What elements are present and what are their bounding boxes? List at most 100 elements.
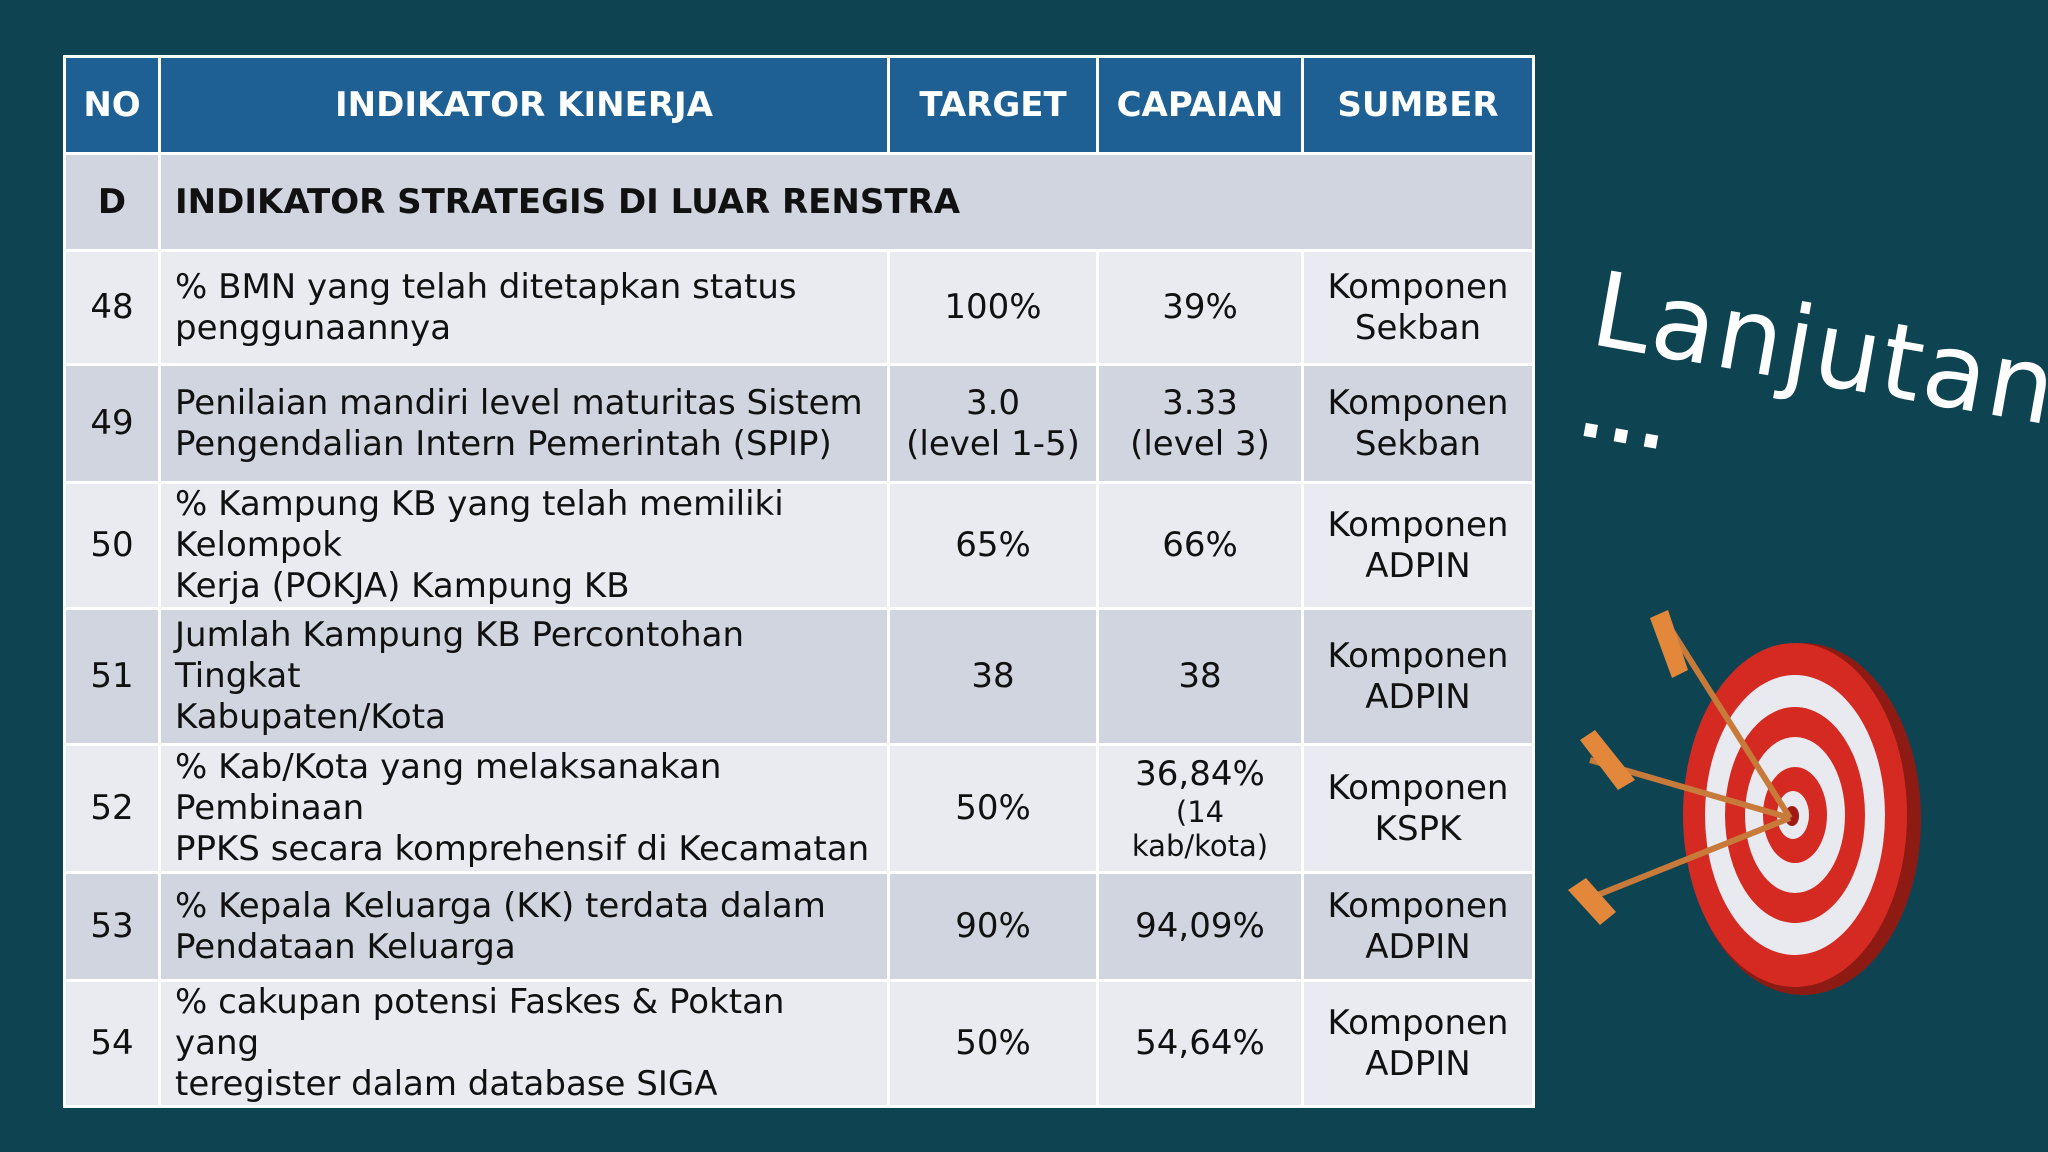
cell-capaian-line: 54,64% <box>1135 1023 1265 1063</box>
cell-indikator-line: Pendataan Keluarga <box>175 926 516 967</box>
cell-sumber: Komponen Sekban <box>1301 249 1535 366</box>
target-with-arrows-icon <box>1568 610 1921 995</box>
cell-indikator: % cakupan potensi Faskes & Poktan yang te… <box>158 979 890 1108</box>
cell-indikator-line: % BMN yang telah ditetapkan status <box>175 266 797 307</box>
target-board <box>1683 643 1921 995</box>
cell-indikator: Penilaian mandiri level maturitas Sistem… <box>158 363 890 484</box>
cell-sumber-line: Komponen <box>1327 382 1509 423</box>
cell-target-line: 3.0 <box>965 382 1021 423</box>
cell-indikator: % Kepala Keluarga (KK) terdata dalam Pend… <box>158 871 890 982</box>
cell-sumber-line: ADPIN <box>1365 926 1471 967</box>
cell-no: 49 <box>63 363 161 484</box>
cell-no: 51 <box>63 607 161 746</box>
cell-sumber: Komponen ADPIN <box>1301 871 1535 982</box>
cell-sumber-line: Komponen <box>1327 504 1509 545</box>
cell-target-line: 38 <box>971 656 1015 696</box>
header-capaian: CAPAIAN <box>1096 55 1304 155</box>
cell-sumber: Komponen ADPIN <box>1301 607 1535 746</box>
arrow-middle-fletching <box>1580 730 1635 790</box>
cell-sumber-line: Sekban <box>1354 423 1482 464</box>
cell-capaian: 3.33 (level 3) <box>1096 363 1304 484</box>
cell-indikator: % Kab/Kota yang melaksanakan Pembinaan PP… <box>158 743 890 874</box>
cell-capaian-line: (14 <box>1175 795 1225 829</box>
cell-target: 50% <box>887 979 1099 1108</box>
cell-no: 54 <box>63 979 161 1108</box>
arrow-bottom-fletching <box>1568 878 1616 925</box>
table-row: 48% BMN yang telah ditetapkan status peng… <box>63 249 1535 366</box>
cell-indikator: % Kampung KB yang telah memiliki Kelompo… <box>158 481 890 610</box>
section-title: INDIKATOR STRATEGIS DI LUAR RENSTRA <box>158 152 1535 252</box>
cell-indikator-line: PPKS secara komprehensif di Kecamatan <box>175 829 870 869</box>
cell-capaian: 39% <box>1096 249 1304 366</box>
header-indikator: INDIKATOR KINERJA <box>158 55 890 155</box>
header-sumber: SUMBER <box>1301 55 1535 155</box>
cell-sumber-line: Sekban <box>1354 307 1482 348</box>
indicator-table: NO INDIKATOR KINERJA TARGET CAPAIAN SUMB… <box>63 55 1535 1108</box>
cell-sumber-line: Komponen <box>1327 767 1509 808</box>
cell-target-line: (level 1-5) <box>906 423 1080 464</box>
cell-capaian-line: 3.33 <box>1162 382 1238 423</box>
cell-indikator: % BMN yang telah ditetapkan status penggu… <box>158 249 890 366</box>
cell-indikator-line: % Kepala Keluarga (KK) terdata dalam <box>175 885 826 926</box>
arrow-top <box>1662 618 1793 820</box>
cell-capaian-line: 39% <box>1162 287 1238 327</box>
cell-indikator-line: Pengendalian Intern Pemerintah (SPIP) <box>175 423 832 464</box>
section-no: D <box>63 152 161 252</box>
cell-capaian: 36,84% (14 kab/kota) <box>1096 743 1304 874</box>
cell-target-line: 50% <box>955 788 1031 828</box>
cell-target: 38 <box>887 607 1099 746</box>
cell-indikator-line: Jumlah Kampung KB Percontohan Tingkat <box>175 615 745 696</box>
cell-target-line: 65% <box>955 525 1031 565</box>
cell-sumber-line: ADPIN <box>1365 676 1471 717</box>
cell-capaian: 94,09% <box>1096 871 1304 982</box>
arrow-top-fletching <box>1650 610 1688 678</box>
cell-no: 48 <box>63 249 161 366</box>
cell-capaian-line: 38 <box>1178 656 1222 696</box>
cell-sumber: Komponen ADPIN <box>1301 979 1535 1108</box>
cell-sumber-line: Komponen <box>1327 635 1509 676</box>
table-row: 50% Kampung KB yang telah memiliki Kelom… <box>63 481 1535 610</box>
cell-target: 50% <box>887 743 1099 874</box>
cell-capaian: 54,64% <box>1096 979 1304 1108</box>
cell-indikator-line: % Kampung KB yang telah memiliki Kelompo… <box>175 484 784 566</box>
cell-capaian-line: 94,09% <box>1135 906 1265 946</box>
cell-no: 50 <box>63 481 161 610</box>
table-header-row: NO INDIKATOR KINERJA TARGET CAPAIAN SUMB… <box>63 55 1535 155</box>
cell-sumber: Komponen KSPK <box>1301 743 1535 874</box>
table-row: 51 Jumlah Kampung KB Percontohan Tingkat K… <box>63 607 1535 746</box>
cell-sumber: Komponen Sekban <box>1301 363 1535 484</box>
cell-sumber-line: ADPIN <box>1365 545 1471 586</box>
section-row: D INDIKATOR STRATEGIS DI LUAR RENSTRA <box>63 152 1535 252</box>
cell-target: 100% <box>887 249 1099 366</box>
cell-sumber-line: Komponen <box>1327 885 1509 926</box>
cell-no: 52 <box>63 743 161 874</box>
header-no: NO <box>63 55 161 155</box>
cell-sumber-line: Komponen <box>1327 266 1509 307</box>
cell-target-line: 90% <box>955 906 1031 946</box>
cell-indikator-line: teregister dalam database SIGA <box>175 1064 718 1104</box>
cell-indikator-line: penggunaannya <box>175 307 452 348</box>
table-row: 49 Penilaian mandiri level maturitas Sist… <box>63 363 1535 484</box>
cell-target-line: 50% <box>955 1023 1031 1063</box>
cell-sumber-line: KSPK <box>1374 808 1462 849</box>
table-row: 54% cakupan potensi Faskes & Poktan yang… <box>63 979 1535 1108</box>
arrow-bottom <box>1583 815 1792 903</box>
cell-target-line: 100% <box>944 287 1042 327</box>
cell-indikator: Jumlah Kampung KB Percontohan Tingkat Kab… <box>158 607 890 746</box>
cell-target: 65% <box>887 481 1099 610</box>
cell-sumber-line: Komponen <box>1327 1002 1509 1043</box>
lanjutan-ellipsis: ... <box>1573 370 1679 468</box>
cell-capaian-line: 66% <box>1162 525 1238 565</box>
cell-indikator-line: Kabupaten/Kota <box>175 697 446 737</box>
cell-indikator-line: % cakupan potensi Faskes & Poktan yang <box>175 982 785 1064</box>
table-row: 53% Kepala Keluarga (KK) terdata dalam Pe… <box>63 871 1535 982</box>
cell-indikator-line: % Kab/Kota yang melaksanakan Pembinaan <box>175 747 722 829</box>
cell-target: 90% <box>887 871 1099 982</box>
cell-sumber: Komponen ADPIN <box>1301 481 1535 610</box>
cell-indikator-line: Kerja (POKJA) Kampung KB <box>175 566 630 606</box>
cell-capaian: 66% <box>1096 481 1304 610</box>
cell-sumber-line: ADPIN <box>1365 1043 1471 1084</box>
cell-indikator-line: Penilaian mandiri level maturitas Sistem <box>175 382 863 423</box>
cell-capaian-line: (level 3) <box>1130 423 1270 464</box>
cell-capaian-line: 36,84% <box>1135 754 1265 794</box>
